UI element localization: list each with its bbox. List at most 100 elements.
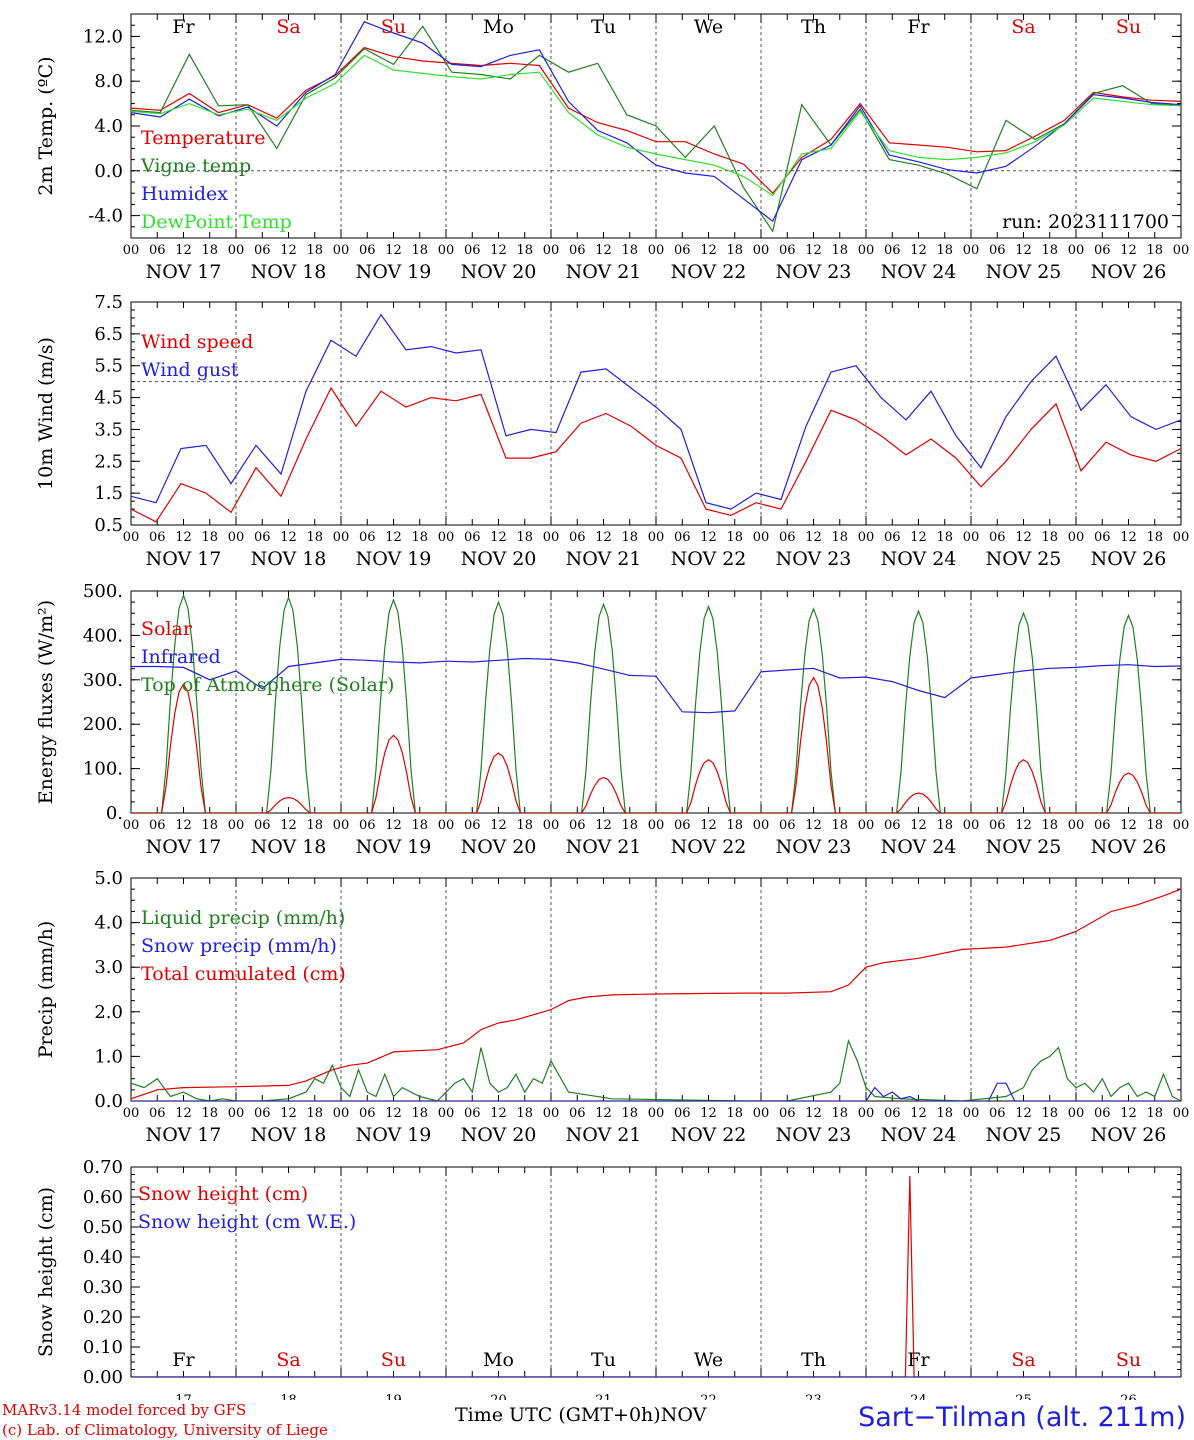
hour-tick-label: 00 — [228, 1106, 245, 1121]
weekday-label: Sa — [276, 16, 300, 38]
y-tick-label: 5.0 — [94, 868, 123, 889]
date-label: NOV 25 — [986, 261, 1062, 283]
y-tick-label: 100. — [83, 759, 123, 780]
hour-tick-label: 00 — [438, 243, 455, 258]
y-tick-label: 1.0 — [94, 1046, 123, 1067]
hour-tick-label: 12 — [1015, 243, 1032, 258]
date-label: NOV 25 — [986, 1124, 1062, 1146]
hour-tick-label: 06 — [989, 818, 1006, 833]
day-number-label: 23 — [805, 1393, 822, 1400]
date-label: NOV 22 — [671, 548, 747, 570]
hour-tick-label: 12 — [805, 818, 822, 833]
hour-tick-label: 06 — [254, 1106, 271, 1121]
weekday-label: Fr — [907, 1349, 930, 1371]
hour-tick-label: 00 — [1173, 530, 1190, 545]
date-label: NOV 23 — [776, 261, 852, 283]
hour-tick-label: 18 — [936, 818, 953, 833]
weekday-label: Su — [1116, 1349, 1141, 1371]
hour-tick-label: 18 — [201, 1106, 218, 1121]
hour-tick-label: 18 — [1041, 530, 1058, 545]
hour-tick-label: 06 — [989, 1106, 1006, 1121]
y-tick-label: 2.0 — [94, 1002, 123, 1023]
hour-tick-label: 00 — [963, 243, 980, 258]
weekday-label: Mo — [483, 1349, 514, 1371]
hour-tick-label: 00 — [753, 818, 770, 833]
hour-tick-label: 00 — [858, 243, 875, 258]
hour-tick-label: 12 — [175, 818, 192, 833]
hour-tick-label: 00 — [753, 243, 770, 258]
hour-tick-label: 00 — [858, 818, 875, 833]
y-tick-label: 3.0 — [94, 957, 123, 978]
date-label: NOV 22 — [671, 261, 747, 283]
hour-tick-label: 18 — [936, 530, 953, 545]
hour-tick-label: 12 — [910, 243, 927, 258]
date-label: NOV 19 — [356, 548, 432, 570]
hour-tick-label: 12 — [490, 243, 507, 258]
hour-tick-label: 06 — [254, 818, 271, 833]
hour-tick-label: 12 — [490, 818, 507, 833]
series-3 — [131, 54, 1181, 197]
weekday-label: Mo — [483, 16, 514, 38]
hour-tick-label: 00 — [1068, 243, 1085, 258]
hour-tick-label: 12 — [700, 530, 717, 545]
date-label: NOV 18 — [251, 261, 327, 283]
y-tick-label: 0.0 — [94, 161, 123, 182]
hour-tick-label: 12 — [805, 1106, 822, 1121]
hour-tick-label: 00 — [1173, 243, 1190, 258]
hour-tick-label: 18 — [831, 1106, 848, 1121]
hour-tick-label: 06 — [779, 243, 796, 258]
weekday-label: Sa — [276, 1349, 300, 1371]
hour-tick-label: 18 — [621, 818, 638, 833]
hour-tick-label: 06 — [464, 530, 481, 545]
hour-tick-label: 12 — [175, 1106, 192, 1121]
hour-tick-label: 18 — [1041, 1106, 1058, 1121]
legend-entry: Wind gust — [141, 359, 239, 381]
hour-tick-label: 00 — [228, 530, 245, 545]
y-tick-label: 7.5 — [94, 292, 123, 313]
day-number-label: 25 — [1015, 1393, 1032, 1400]
hour-tick-label: 00 — [963, 818, 980, 833]
hour-tick-label: 12 — [385, 818, 402, 833]
legend-entry: Wind speed — [141, 331, 253, 353]
hour-tick-label: 00 — [1068, 1106, 1085, 1121]
weekday-label: We — [694, 1349, 723, 1371]
date-label: NOV 19 — [356, 1124, 432, 1146]
run-annotation: run: 2023111700 — [1002, 211, 1169, 233]
day-number-label: 24 — [910, 1393, 927, 1400]
legend-entry: Solar — [141, 618, 193, 640]
y-tick-label: 3.5 — [94, 419, 123, 440]
hour-tick-label: 00 — [963, 1106, 980, 1121]
date-label: NOV 18 — [251, 548, 327, 570]
month-label: NOV — [660, 1404, 707, 1426]
date-label: NOV 20 — [461, 261, 537, 283]
hour-tick-label: 00 — [543, 1106, 560, 1121]
y-tick-label: 4.0 — [94, 116, 123, 137]
weekday-label: Fr — [172, 1349, 195, 1371]
legend-entry: Total cumulated (cm) — [141, 963, 346, 985]
hour-tick-label: 12 — [595, 243, 612, 258]
hour-tick-label: 00 — [648, 243, 665, 258]
plot-frame — [130, 301, 1182, 526]
legend-entry: Temperature — [141, 127, 265, 149]
hour-tick-label: 12 — [175, 530, 192, 545]
legend-entry: Top of Atmosphere (Solar) — [141, 674, 394, 696]
hour-tick-label: 00 — [228, 243, 245, 258]
hour-tick-label: 06 — [884, 1106, 901, 1121]
hour-tick-label: 18 — [936, 243, 953, 258]
hour-tick-label: 00 — [333, 243, 350, 258]
y-tick-label: 0.50 — [83, 1217, 123, 1238]
date-label: NOV 17 — [146, 836, 222, 858]
hour-tick-label: 06 — [254, 530, 271, 545]
y-tick-label: 500. — [83, 581, 123, 602]
hour-tick-label: 18 — [411, 1106, 428, 1121]
hour-tick-label: 00 — [333, 530, 350, 545]
y-tick-label: 2.5 — [94, 451, 123, 472]
date-label: NOV 24 — [881, 836, 957, 858]
hour-tick-label: 18 — [936, 1106, 953, 1121]
hour-tick-label: 00 — [438, 818, 455, 833]
y-tick-label: 0.30 — [83, 1277, 123, 1298]
hour-tick-label: 18 — [621, 243, 638, 258]
hour-tick-label: 18 — [726, 530, 743, 545]
weekday-label: Su — [381, 1349, 406, 1371]
hour-tick-label: 00 — [228, 818, 245, 833]
